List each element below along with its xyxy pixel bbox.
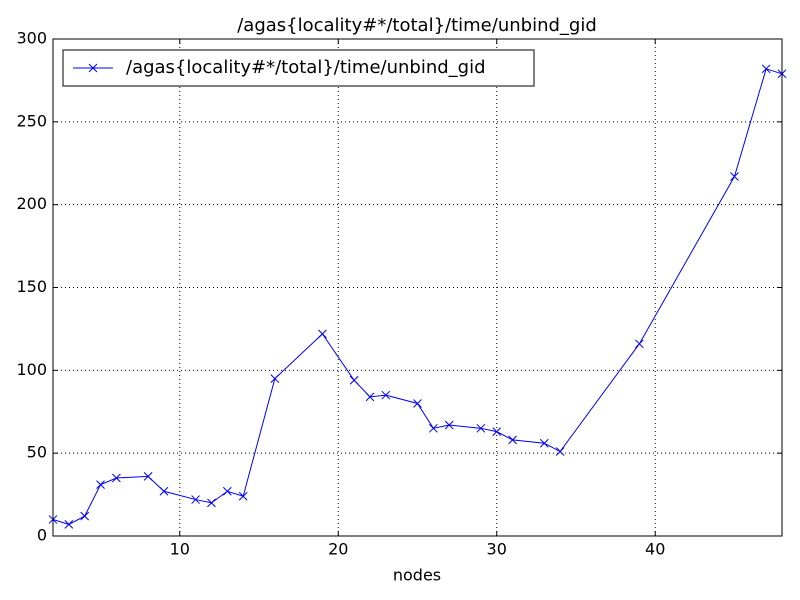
marker	[80, 511, 90, 521]
legend-box	[62, 49, 535, 87]
x-tick-label: 30	[487, 540, 507, 559]
x-tick-label: 10	[170, 540, 190, 559]
plot	[48, 64, 787, 529]
data-line	[52, 68, 783, 525]
marker	[64, 520, 74, 529]
marker	[492, 427, 502, 436]
marker	[318, 329, 327, 339]
marker	[143, 472, 153, 481]
x-tick-label: 20	[328, 540, 348, 559]
marker	[222, 486, 232, 496]
y-tick-label: 0	[37, 526, 47, 545]
y-tick-label: 150	[16, 277, 47, 296]
marker	[238, 491, 248, 501]
axes-frame	[52, 38, 783, 537]
marker	[761, 64, 771, 74]
legend-marker	[88, 63, 98, 73]
marker	[112, 473, 121, 483]
marker	[96, 480, 105, 489]
marker	[191, 495, 200, 504]
x-tick-label: 40	[645, 540, 665, 559]
marker	[508, 435, 517, 445]
marker	[444, 420, 454, 430]
y-tick-label: 250	[16, 111, 47, 130]
marker	[635, 339, 644, 349]
marker	[730, 172, 739, 181]
marker	[428, 423, 438, 433]
y-tick-label: 50	[27, 443, 47, 462]
chart-title: /agas{locality#*/total}/time/unbind_gid	[237, 15, 597, 36]
y-tick-label: 100	[16, 360, 47, 379]
legend: /agas{locality#*/total}/time/unbind_gid	[62, 49, 535, 87]
marker	[413, 399, 422, 408]
marker	[349, 375, 359, 385]
marker	[555, 447, 565, 456]
marker	[365, 392, 375, 402]
x-axis-label: nodes	[393, 566, 441, 585]
y-tick-label: 300	[16, 29, 47, 48]
marker	[159, 486, 169, 496]
legend-label: /agas{locality#*/total}/time/unbind_gid	[126, 57, 486, 78]
y-tick-label: 200	[16, 194, 47, 213]
marker	[270, 374, 280, 383]
marker	[539, 438, 549, 448]
marker	[381, 390, 391, 400]
marker	[207, 498, 216, 508]
marker	[476, 423, 486, 433]
